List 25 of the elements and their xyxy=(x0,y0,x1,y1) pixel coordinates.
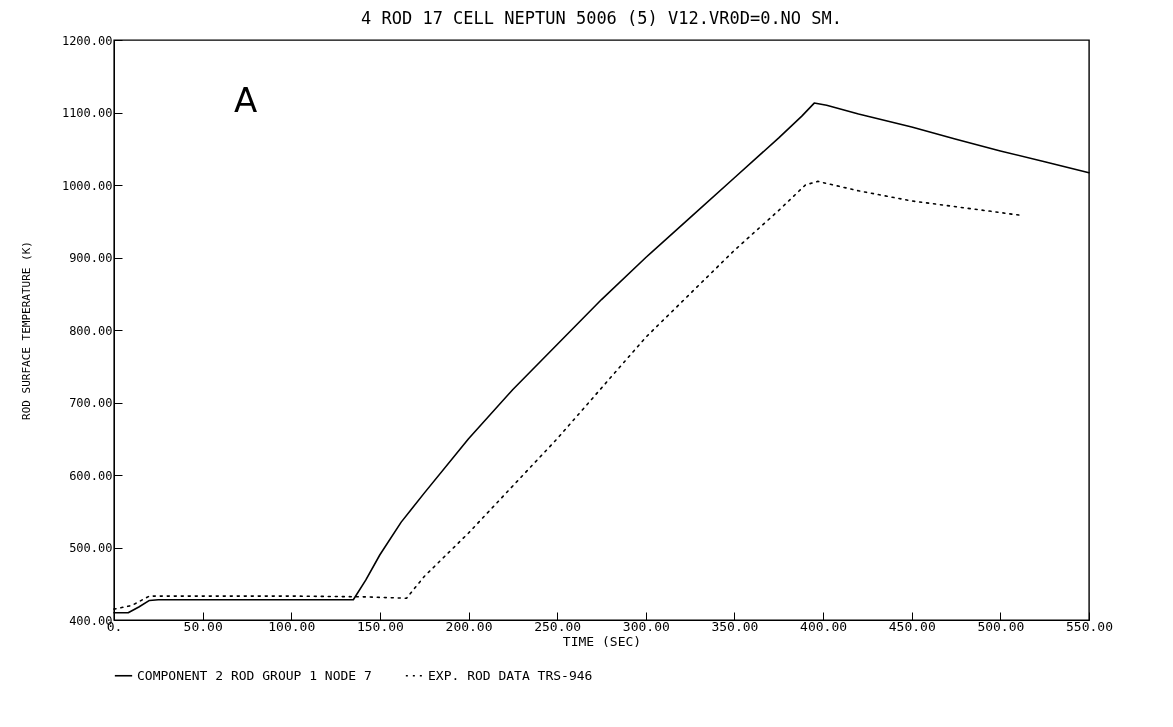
chart-title: 4 ROD 17 CELL NEPTUN 5006 (5) V12.VR0D=0.NO SM. xyxy=(360,8,843,28)
legend-label: EXP. ROD DATA TRS-946 xyxy=(428,667,593,683)
y-axis-title: ROD SURFACE TEMPERATURE (K) xyxy=(19,241,33,420)
y-tick-label: 800.00 xyxy=(69,323,113,338)
x-tick-label: 250.00 xyxy=(534,618,582,634)
x-tick-label: 450.00 xyxy=(888,618,936,634)
x-tick-label: 100.00 xyxy=(268,618,316,634)
y-tick-label: 1100.00 xyxy=(61,106,113,120)
x-tick-label: 550.00 xyxy=(1066,618,1113,634)
x-tick-label: 400.00 xyxy=(800,618,848,634)
x-tick-label: 350.00 xyxy=(711,618,759,634)
x-tick-label: 50.00 xyxy=(183,618,223,634)
x-tick-label: 300.00 xyxy=(622,618,670,634)
y-tick-label: 900.00 xyxy=(69,251,113,265)
x-tick-label: 200.00 xyxy=(445,618,493,634)
y-tick-label: 1000.00 xyxy=(61,178,113,193)
x-axis-title: TIME (SEC) xyxy=(562,633,642,649)
legend-label: COMPONENT 2 ROD GROUP 1 NODE 7 xyxy=(137,667,372,683)
annotation: A xyxy=(234,80,258,120)
y-tick-label: 600.00 xyxy=(69,468,113,483)
y-tick-label: 1200.00 xyxy=(61,33,113,48)
x-tick-label: 500.00 xyxy=(977,618,1025,634)
y-tick-label: 700.00 xyxy=(69,396,113,410)
x-tick-label: 150.00 xyxy=(356,618,404,634)
y-tick-label: 500.00 xyxy=(69,541,113,555)
